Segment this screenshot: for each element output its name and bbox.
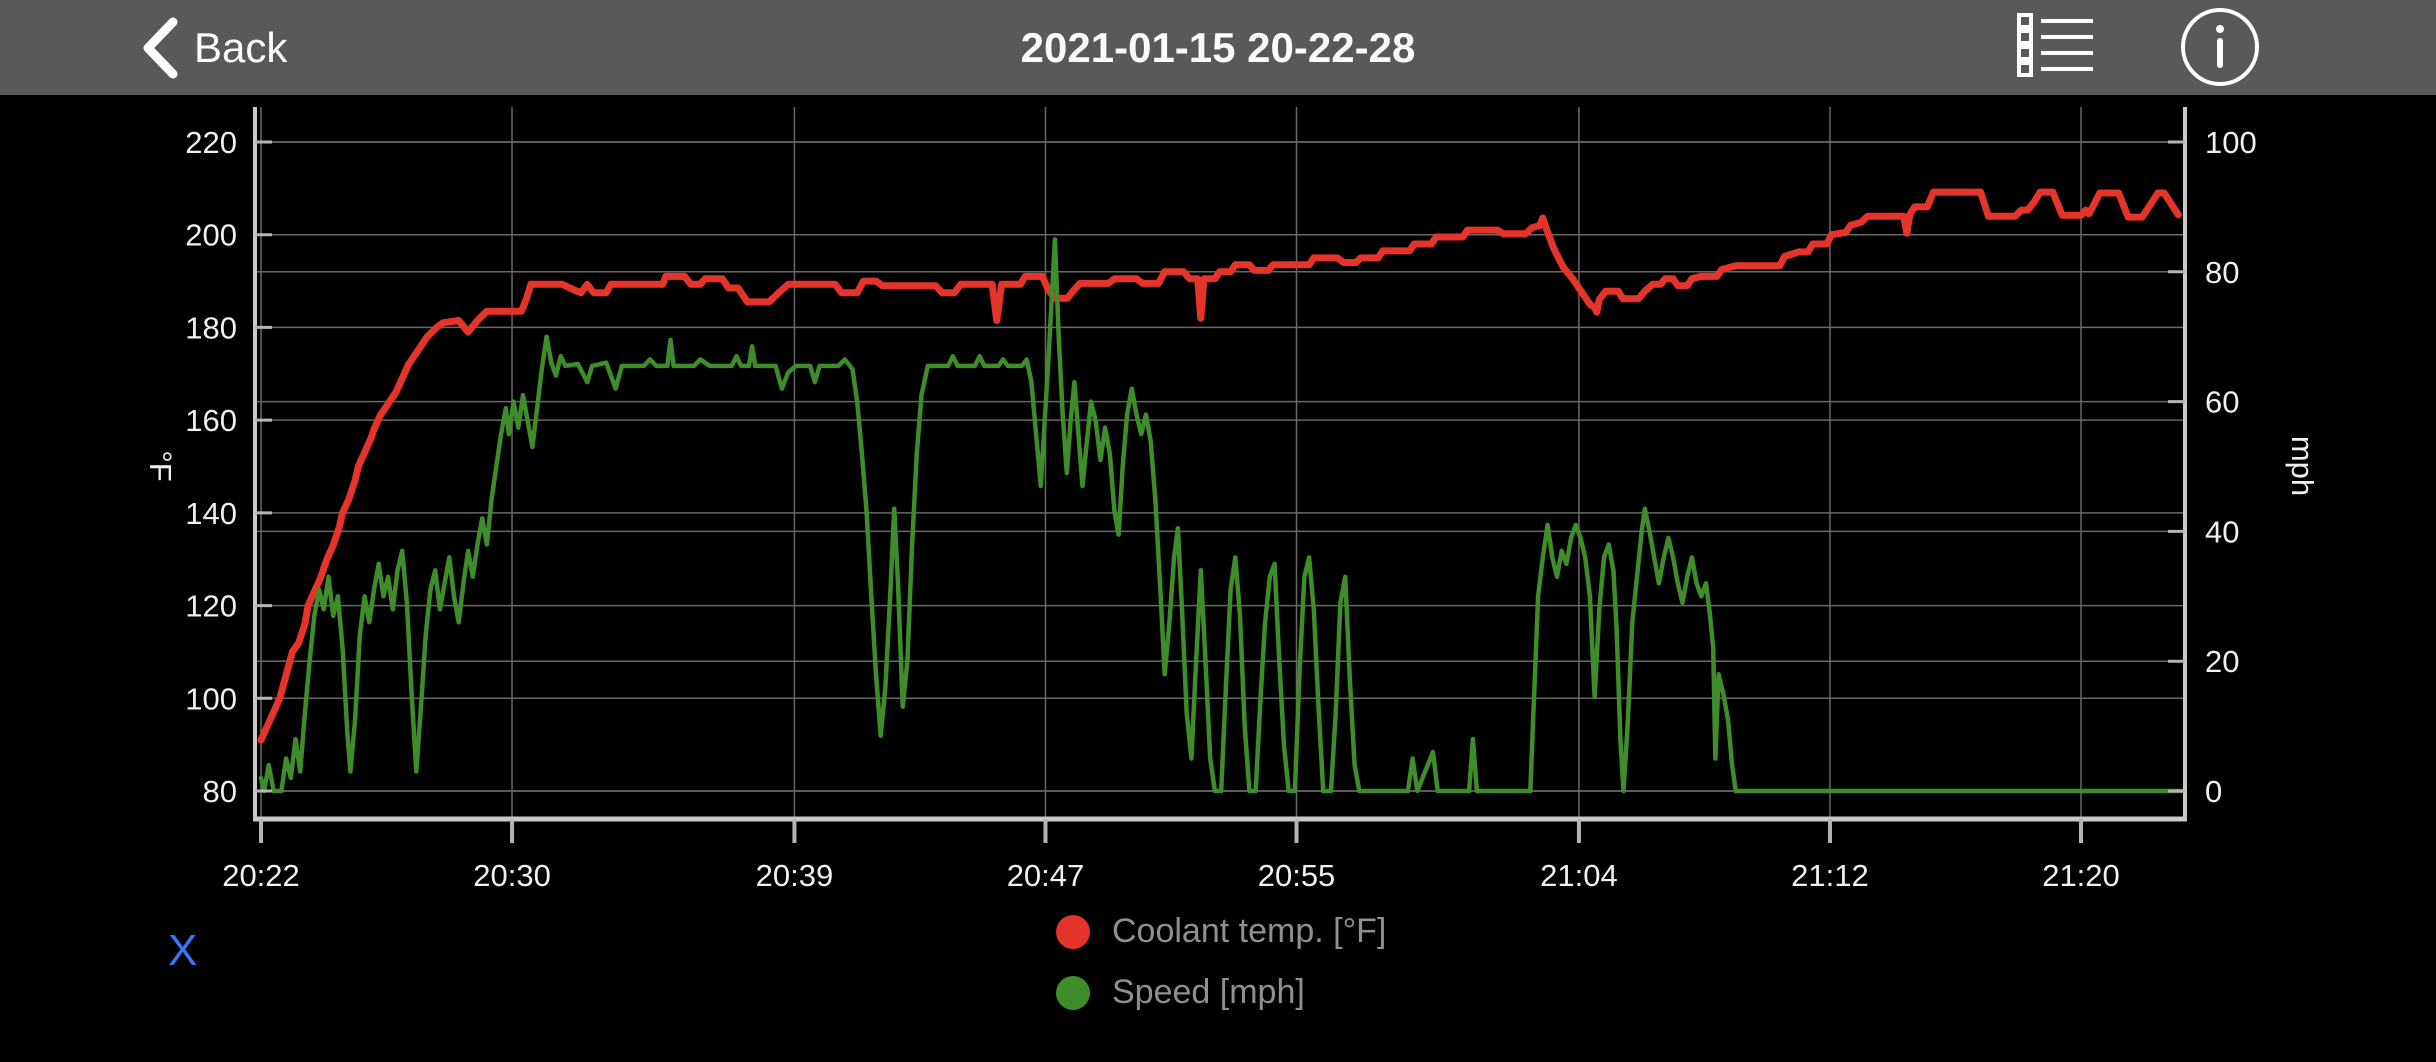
back-label: Back bbox=[194, 24, 288, 71]
reset-zoom-button[interactable]: X bbox=[168, 926, 198, 975]
chevron-left-icon bbox=[143, 17, 178, 78]
right-axis-tick-label: 100 bbox=[2205, 125, 2257, 160]
x-axis-tick-label: 20:30 bbox=[473, 858, 551, 893]
left-axis-tick-label: 200 bbox=[185, 218, 237, 253]
left-axis-tick-label: 140 bbox=[185, 496, 237, 531]
x-axis-tick-label: 20:22 bbox=[222, 858, 300, 893]
data-list-button[interactable] bbox=[1995, 0, 2110, 95]
legend-item-coolant: Coolant temp. [°F] bbox=[1056, 912, 1386, 951]
right-axis-tick-label: 40 bbox=[2205, 514, 2239, 549]
right-axis-unit-label: mph bbox=[2285, 436, 2320, 496]
speed-series-dot bbox=[1056, 975, 1090, 1010]
coolant-series-dot bbox=[1056, 914, 1090, 949]
left-axis-tick-label: 180 bbox=[185, 310, 237, 345]
top-navigation-bar: Back 2021-01-15 20-22-28 bbox=[0, 0, 2436, 95]
axis-frame bbox=[253, 107, 2187, 822]
series-lines bbox=[257, 188, 2184, 794]
x-axis-tick-label: 20:47 bbox=[1007, 858, 1085, 893]
right-axis-tick-label: 60 bbox=[2205, 385, 2239, 420]
speed-series-label: Speed [mph] bbox=[1112, 973, 1305, 1011]
x-axis-tick-label: 21:04 bbox=[1540, 858, 1618, 893]
left-axis-tick-label: 220 bbox=[185, 125, 237, 160]
left-axis-tick-label: 160 bbox=[185, 403, 237, 438]
x-axis-tick-label: 20:55 bbox=[1258, 858, 1336, 893]
left-axis-unit-label: °F bbox=[143, 450, 178, 481]
axis-tick-labels: 2202001801601401201008010080604020020:22… bbox=[185, 125, 2256, 893]
left-axis-tick-label: 120 bbox=[185, 589, 237, 624]
coolant-series-label: Coolant temp. [°F] bbox=[1112, 912, 1387, 950]
x-axis-tick-label: 21:20 bbox=[2042, 858, 2120, 893]
legend-item-speed: Speed [mph] bbox=[1056, 973, 1386, 1012]
coolant-temp-line bbox=[257, 188, 2182, 744]
axis-ticks bbox=[255, 140, 2185, 843]
right-axis-tick-label: 20 bbox=[2205, 644, 2239, 679]
info-icon bbox=[2181, 8, 2259, 86]
list-icon bbox=[2017, 13, 2093, 77]
x-axis-tick-label: 21:12 bbox=[1791, 858, 1869, 893]
back-button[interactable]: Back bbox=[140, 0, 287, 95]
left-axis-tick-label: 100 bbox=[185, 681, 237, 716]
right-axis-tick-label: 80 bbox=[2205, 255, 2239, 290]
info-button[interactable] bbox=[2170, 0, 2270, 95]
page-title: 2021-01-15 20-22-28 bbox=[1020, 24, 1416, 71]
left-axis-tick-label: 80 bbox=[203, 774, 237, 809]
right-axis-tick-label: 0 bbox=[2205, 774, 2222, 809]
chart-legend: Coolant temp. [°F] Speed [mph] bbox=[1056, 912, 1386, 1012]
x-axis-tick-label: 20:39 bbox=[756, 858, 834, 893]
speed-line bbox=[258, 237, 2184, 794]
